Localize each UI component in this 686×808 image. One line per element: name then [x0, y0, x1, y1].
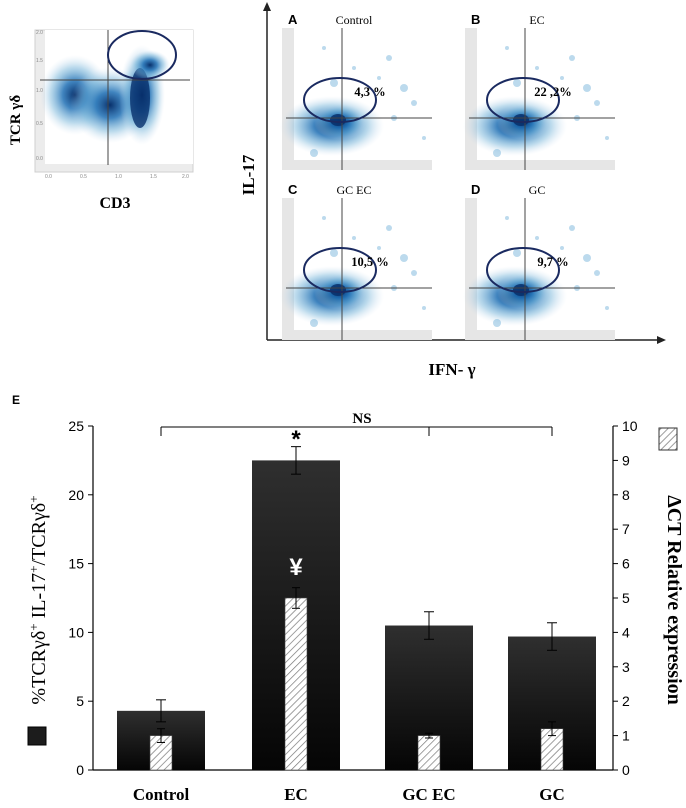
right-tick-label: 9 — [622, 452, 630, 468]
flow-panel-title: GC EC — [336, 183, 371, 197]
right-tick-label: 7 — [622, 521, 630, 537]
flow-gate-percent: 4,3 % — [354, 85, 385, 99]
left-tick-label: 0 — [76, 762, 84, 778]
flow-panel-title: EC — [529, 13, 544, 27]
left-tick-label: 25 — [68, 418, 84, 434]
right-tick-label: 0 — [622, 762, 630, 778]
flow-panel-letter: C — [288, 182, 298, 197]
right-tick-label: 10 — [622, 418, 638, 434]
right-tick-label: 5 — [622, 590, 630, 606]
cd3-x-tick: 2.0 — [182, 174, 189, 180]
cd3-x-tick: 0.0 — [45, 174, 52, 180]
cd3-y-ticks: 0.0 0.5 1.0 1.5 2.0 — [36, 30, 43, 162]
category-label: GC — [539, 785, 565, 804]
cd3-x-ticks: 0.0 0.5 1.0 1.5 2.0 — [45, 174, 189, 180]
flow-panel-b: B EC 22 ,2% — [463, 12, 615, 170]
flow-gate — [303, 77, 377, 123]
flow-panel-title: Control — [336, 13, 373, 27]
cd3-y-tick: 0.0 — [36, 156, 43, 162]
flow-panel-a: A Control 4,3 % — [280, 12, 432, 170]
left-tick-label: 10 — [68, 624, 84, 640]
cd3-x-tick: 1.5 — [150, 174, 157, 180]
cd3-y-tick: 2.0 — [36, 30, 43, 36]
legend-hatch-swatch — [658, 427, 678, 451]
flow-gate — [303, 247, 377, 293]
right-tick-label: 6 — [622, 556, 630, 572]
flow-panel-d: D GC 9,7 % — [463, 182, 615, 340]
panel-e-letter: E — [12, 393, 20, 407]
category-label: Control — [133, 785, 190, 804]
cd3-y-tick: 1.5 — [36, 58, 43, 64]
right-tick-label: 1 — [622, 728, 630, 744]
left-axis-label: %TCRγδ+ IL-17+/TCRγδ+ — [26, 495, 51, 704]
flow-gate-percent: 9,7 % — [537, 255, 568, 269]
flow-panel-c: C GC EC 10,5 % — [280, 182, 432, 340]
flow-gate-percent: 10,5 % — [351, 255, 389, 269]
right-tick-label: 2 — [622, 693, 630, 709]
cd3-tcr-plot: 0.0 0.5 1.0 1.5 2.0 0.0 0.5 1.0 1.5 2.0 … — [8, 29, 194, 212]
flow-gate — [486, 77, 560, 123]
cd3-xlabel: CD3 — [99, 195, 130, 212]
flow-panel-title: GC — [529, 183, 546, 197]
cd3-y-tick: 0.5 — [36, 121, 43, 127]
right-axis-label: ΔCT Relative expression — [663, 495, 685, 705]
flow-gate — [486, 247, 560, 293]
flow-panel-letter: B — [471, 12, 480, 27]
il17-label: IL-17 — [239, 154, 258, 195]
ns-bracket: NS — [160, 411, 553, 436]
bar-chart-e: E 0 5 10 15 20 25 0 1 2 3 4 5 6 7 8 9 10 Control EC GC EC GC… — [12, 393, 685, 804]
cd3-ylabel: TCR γδ — [8, 95, 24, 145]
ifn-label: IFN- γ — [428, 360, 475, 379]
left-tick-label: 5 — [76, 693, 84, 709]
cd3-x-tick: 0.5 — [80, 174, 87, 180]
cd3-y-tick: 1.0 — [36, 88, 43, 94]
flow-panel-letter: A — [288, 12, 298, 27]
yen-annotation: ¥ — [289, 554, 303, 581]
bar-dct-expression — [284, 597, 308, 771]
star-annotation: * — [291, 426, 301, 453]
flow-panel-letter: D — [471, 182, 480, 197]
right-tick-label: 8 — [622, 487, 630, 503]
ns-label: NS — [352, 411, 371, 427]
left-tick-label: 15 — [68, 556, 84, 572]
category-label: EC — [284, 785, 308, 804]
category-label: GC EC — [402, 785, 455, 804]
flow-gate-percent: 22 ,2% — [534, 85, 572, 99]
left-tick-label: 20 — [68, 487, 84, 503]
cd3-gate — [107, 30, 177, 80]
bar-dct-expression — [417, 735, 441, 771]
right-tick-label: 3 — [622, 659, 630, 675]
legend-dark-swatch — [27, 726, 47, 746]
cd3-x-tick: 1.0 — [115, 174, 122, 180]
ifn-il17-panels: IL-17 IFN- γ A Control 4,3 % B EC 22 ,2% C GC E… — [239, 2, 666, 379]
right-tick-label: 4 — [622, 624, 630, 640]
